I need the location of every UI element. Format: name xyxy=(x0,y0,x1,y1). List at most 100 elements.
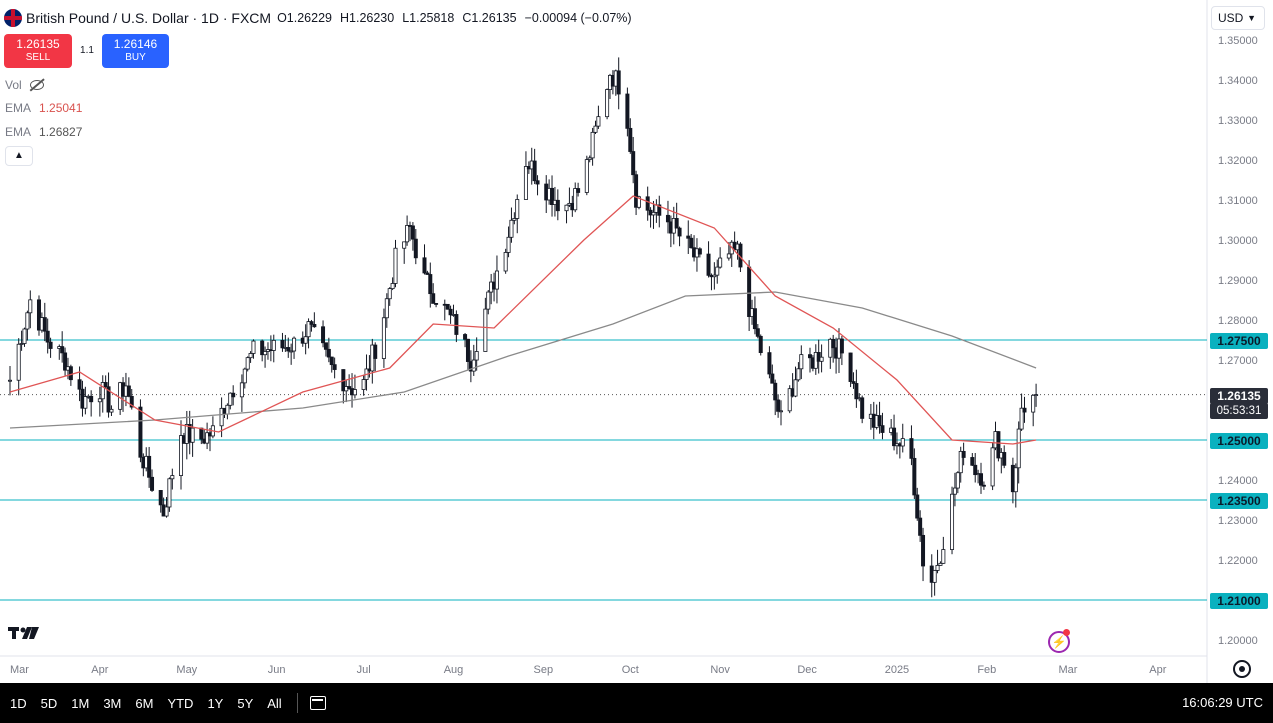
candle-down xyxy=(373,344,378,359)
range-1d-button[interactable]: 1D xyxy=(10,695,27,711)
eye-off-icon[interactable] xyxy=(29,80,44,90)
y-tick-label: 1.24000 xyxy=(1218,475,1258,487)
candle-up xyxy=(819,356,824,362)
candle-down xyxy=(126,385,131,397)
candle-up xyxy=(486,291,491,310)
candle-down xyxy=(921,534,926,567)
x-tick-label: 2025 xyxy=(885,664,909,676)
candle-down xyxy=(68,366,73,381)
tradingview-logo[interactable] xyxy=(8,625,40,641)
range-1m-button[interactable]: 1M xyxy=(71,695,90,711)
candle-down xyxy=(996,431,1001,459)
candle-down xyxy=(625,93,630,129)
sell-label: SELL xyxy=(25,52,51,63)
candle-down xyxy=(286,347,291,352)
candle-down xyxy=(961,450,966,458)
candle-down xyxy=(45,330,50,343)
candle-up xyxy=(100,382,105,400)
ema-short-indicator[interactable]: EMA 1.25041 xyxy=(5,101,82,115)
candle-up xyxy=(28,299,33,314)
level-badge-3: 1.23500 xyxy=(1210,493,1268,509)
ema-long-value: 1.26827 xyxy=(39,125,83,139)
candle-up xyxy=(352,389,357,396)
candle-up xyxy=(596,116,601,127)
y-tick-label: 1.33000 xyxy=(1218,115,1258,127)
range-all-button[interactable]: All xyxy=(267,695,282,711)
symbol-title[interactable]: British Pound / U.S. Dollar · 1D · FXCM xyxy=(26,10,272,26)
candle-up xyxy=(179,435,184,476)
candle-up xyxy=(651,211,656,216)
candle-down xyxy=(645,196,650,211)
candle-down xyxy=(674,218,679,229)
current-price-badge: 1.26135 xyxy=(1210,388,1268,404)
sell-price: 1.26135 xyxy=(16,37,60,51)
candle-up xyxy=(796,368,801,381)
x-tick-label: Sep xyxy=(534,664,554,676)
candle-down xyxy=(231,392,236,398)
buy-button[interactable]: 1.26146 BUY xyxy=(102,34,169,68)
ema-long-indicator[interactable]: EMA 1.26827 xyxy=(5,125,82,139)
candle-up xyxy=(787,388,792,412)
range-5d-button[interactable]: 5D xyxy=(40,695,58,711)
candle-down xyxy=(321,326,326,344)
candle-down xyxy=(628,127,633,152)
y-tick-label: 1.22000 xyxy=(1218,555,1258,567)
candle-down xyxy=(880,425,885,433)
x-tick-label: Feb xyxy=(977,664,996,676)
candle-up xyxy=(393,247,398,284)
y-tick-label: 1.30000 xyxy=(1218,235,1258,247)
candle-down xyxy=(909,438,914,459)
volume-indicator[interactable]: Vol xyxy=(5,78,44,92)
range-3m-button[interactable]: 3M xyxy=(103,695,122,711)
sell-button[interactable]: 1.26135 SELL xyxy=(4,34,72,68)
candle-down xyxy=(665,214,670,223)
chevron-up-icon[interactable]: ▲ xyxy=(5,146,33,166)
buy-label: BUY xyxy=(125,52,146,63)
candle-down xyxy=(280,339,285,349)
price-chart[interactable]: 1.35000 1.34000 1.33000 1.32000 1.31000 1.300… xyxy=(0,0,1273,683)
range-5y-button[interactable]: 5Y xyxy=(237,695,254,711)
candle-up xyxy=(228,392,233,406)
candle-up xyxy=(471,359,476,372)
candle-down xyxy=(1002,452,1007,466)
ema-long-line xyxy=(9,291,1037,429)
candle-up xyxy=(573,188,578,211)
candle-down xyxy=(103,382,108,388)
candle-up xyxy=(593,125,598,133)
candle-down xyxy=(773,382,778,401)
candle-down xyxy=(1022,407,1027,413)
candle-up xyxy=(225,404,230,415)
candle-up xyxy=(726,253,731,259)
ema-short-label: EMA xyxy=(5,101,32,115)
candle-up xyxy=(405,225,410,243)
candle-down xyxy=(465,338,470,362)
level-badge-2: 1.25000 xyxy=(1210,433,1268,449)
ema-short-line xyxy=(9,195,1037,445)
bolt-icon[interactable]: ⚡ xyxy=(1048,631,1070,653)
level-badge-1: 1.27500 xyxy=(1210,333,1268,349)
utc-clock[interactable]: 16:06:29 UTC xyxy=(1182,695,1263,710)
calendar-icon[interactable] xyxy=(309,696,326,710)
candle-down xyxy=(532,160,537,182)
candle-down xyxy=(657,204,662,216)
settings-icon[interactable] xyxy=(1233,660,1251,678)
range-1y-button[interactable]: 1Y xyxy=(207,695,224,711)
candle-down xyxy=(329,356,334,366)
x-tick-label: May xyxy=(176,664,197,676)
candle-up xyxy=(361,379,366,390)
candle-down xyxy=(555,199,560,212)
candle-up xyxy=(958,450,963,474)
bottom-toolbar: 1D 5D 1M 3M 6M YTD 1Y 5Y All 16:06:29 UT… xyxy=(0,683,1273,723)
candle-down xyxy=(979,473,984,486)
buy-price: 1.26146 xyxy=(113,37,158,51)
chart-header: British Pound / U.S. Dollar · 1D · FXCM … xyxy=(4,9,632,27)
range-6m-button[interactable]: 6M xyxy=(135,695,154,711)
candle-down xyxy=(706,253,711,276)
currency-select[interactable]: USD ▼ xyxy=(1211,6,1265,30)
candle-up xyxy=(263,351,268,356)
range-ytd-button[interactable]: YTD xyxy=(167,695,194,711)
candle-down xyxy=(422,257,427,274)
candle-down xyxy=(138,406,143,458)
candle-up xyxy=(494,270,499,290)
spread-value: 1.1 xyxy=(80,45,94,56)
